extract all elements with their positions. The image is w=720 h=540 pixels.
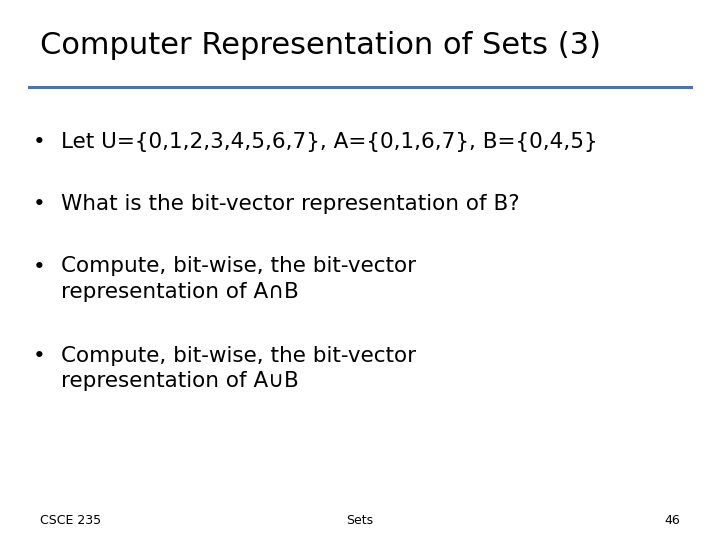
- Text: •: •: [33, 194, 46, 214]
- Text: What is the bit-vector representation of B?: What is the bit-vector representation of…: [61, 194, 520, 214]
- Text: Let U={0,1,2,3,4,5,6,7}, A={0,1,6,7}, B={0,4,5}: Let U={0,1,2,3,4,5,6,7}, A={0,1,6,7}, B=…: [61, 132, 598, 152]
- Text: 46: 46: [665, 514, 680, 526]
- Text: •: •: [33, 256, 46, 276]
- Text: Compute, bit-wise, the bit-vector
representation of A∪B: Compute, bit-wise, the bit-vector repres…: [61, 346, 416, 391]
- Text: Sets: Sets: [346, 514, 374, 526]
- Text: •: •: [33, 346, 46, 366]
- Text: CSCE 235: CSCE 235: [40, 514, 101, 526]
- Text: Computer Representation of Sets (3): Computer Representation of Sets (3): [40, 31, 600, 60]
- Text: •: •: [33, 132, 46, 152]
- Text: Compute, bit-wise, the bit-vector
representation of A∩B: Compute, bit-wise, the bit-vector repres…: [61, 256, 416, 302]
